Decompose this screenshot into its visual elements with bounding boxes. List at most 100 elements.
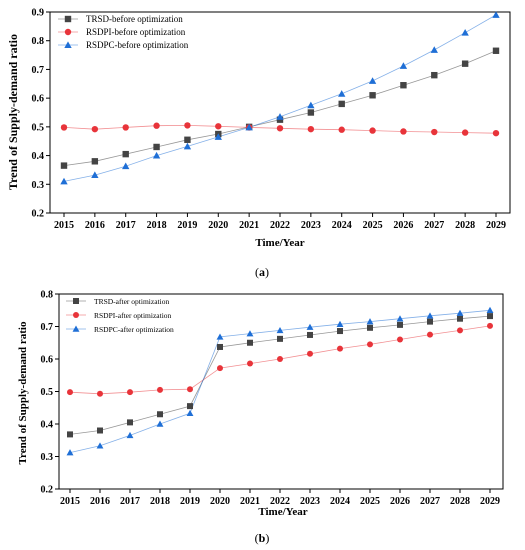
- legend-marker-square: [73, 298, 79, 304]
- data-point-square-a: [400, 82, 407, 89]
- x-tick-label: 2025: [363, 220, 383, 231]
- data-point-circle-b: [427, 331, 433, 338]
- data-point-circle-a: [215, 123, 222, 130]
- legend-label: TRSD-before optimization: [86, 14, 183, 24]
- legend-marker-circle: [64, 28, 72, 36]
- x-tick-label: 2027: [420, 496, 440, 507]
- data-point-square-a: [431, 71, 438, 79]
- data-point-circle-b: [397, 336, 403, 343]
- x-tick-label: 2019: [180, 496, 200, 507]
- data-point-square-a: [122, 150, 129, 158]
- legend-marker-triangle: [72, 325, 80, 332]
- data-point-circle-b: [217, 365, 223, 372]
- data-point-triangle-a: [338, 90, 346, 97]
- y-tick-label: 0.7: [32, 65, 45, 76]
- x-tick-label: 2015: [54, 220, 74, 231]
- legend-marker-triangle: [64, 41, 72, 48]
- data-point-triangle-a: [307, 101, 315, 109]
- data-point-triangle-a: [183, 142, 192, 150]
- panel-letter-b: b: [259, 531, 266, 545]
- data-point-triangle-a: [276, 113, 284, 120]
- data-point-square-a: [461, 60, 469, 67]
- data-point-triangle-b: [66, 449, 74, 456]
- data-point-circle-b: [457, 327, 463, 334]
- data-point-circle-b: [67, 389, 73, 396]
- data-point-triangle-b: [126, 431, 134, 439]
- x-tick-label: 2026: [393, 220, 413, 231]
- data-point-circle-a: [184, 122, 191, 129]
- x-tick-label: 2024: [330, 496, 350, 507]
- panel-label-a: (a): [255, 265, 269, 279]
- legend-label: RSDPI-after optimization: [94, 311, 172, 320]
- data-point-circle-a: [91, 125, 99, 133]
- y-axis-title-b: Trend of Supply-demand ratio: [17, 321, 29, 464]
- y-tick-label: 0.7: [41, 322, 54, 333]
- data-point-triangle-a: [368, 77, 377, 84]
- x-tick-label: 2024: [332, 220, 352, 231]
- axis-ticks-a: 2015 2016 2017 2018 2019 2020 2021 2022 2023 2024…: [32, 8, 507, 232]
- x-tick-label: 2016: [85, 220, 105, 231]
- data-point-triangle-b: [366, 318, 374, 325]
- data-point-circle-a: [338, 126, 345, 133]
- data-point-circle-b: [307, 350, 313, 357]
- data-point-square-a: [91, 158, 99, 165]
- data-point-triangle-b: [306, 323, 314, 330]
- x-tick-label: 2029: [480, 496, 500, 507]
- y-tick-label: 0.4: [41, 420, 54, 431]
- data-point-circle-a: [276, 125, 284, 132]
- x-tick-label: 2028: [455, 220, 475, 231]
- data-point-square-b: [427, 318, 433, 325]
- data-point-triangle-a: [430, 46, 438, 53]
- plot-area-b: [58, 293, 504, 490]
- data-point-circle-a: [307, 125, 315, 133]
- y-tick-label: 0.5: [32, 122, 45, 133]
- y-tick-label: 0.3: [32, 180, 45, 191]
- data-point-square-a: [492, 47, 500, 54]
- legend-label: TRSD-after optimization: [94, 297, 169, 306]
- x-tick-label: 2018: [147, 220, 167, 231]
- data-point-square-b: [67, 431, 73, 438]
- data-point-triangle-a: [122, 162, 130, 170]
- x-tick-label: 2021: [239, 220, 259, 231]
- data-point-triangle-b: [246, 330, 254, 337]
- y-tick-label: 0.5: [41, 387, 54, 398]
- data-point-square-b: [487, 313, 493, 320]
- data-point-circle-a: [122, 124, 129, 131]
- x-tick-label: 2019: [177, 220, 197, 231]
- data-point-triangle-a: [245, 123, 253, 131]
- chart-panel-a: 2015 2016 2017 2018 2019 2020 2021 2022 2023 2024…: [6, 8, 511, 279]
- x-axis-title-a: Time/Year: [255, 237, 304, 249]
- data-point-triangle-b: [216, 333, 224, 340]
- data-point-circle-b: [247, 360, 253, 367]
- data-point-square-a: [184, 136, 191, 143]
- data-point-circle-a: [461, 129, 469, 136]
- data-point-circle-b: [337, 345, 343, 352]
- data-point-square-a: [153, 143, 160, 151]
- x-tick-label: 2027: [424, 220, 444, 231]
- data-point-square-b: [457, 315, 463, 322]
- data-point-square-b: [97, 427, 103, 434]
- y-tick-label: 0.3: [41, 452, 54, 463]
- data-point-triangle-b: [156, 420, 164, 427]
- data-point-square-a: [369, 92, 376, 99]
- x-tick-label: 2015: [60, 496, 80, 507]
- y-tick-label: 0.8: [32, 36, 45, 47]
- panel-letter-a: a: [259, 265, 265, 279]
- data-point-circle-b: [187, 386, 193, 393]
- x-tick-label: 2018: [150, 496, 170, 507]
- data-point-square-b: [247, 339, 253, 346]
- data-point-triangle-a: [152, 151, 161, 159]
- data-point-triangle-a: [60, 177, 68, 185]
- series-line-square-a: [63, 50, 497, 166]
- x-tick-label: 2020: [208, 220, 228, 231]
- x-tick-label: 2028: [450, 496, 470, 507]
- y-tick-label: 0.2: [41, 485, 54, 496]
- x-tick-label: 2025: [360, 496, 380, 507]
- legend-label: RSDPC-after optimization: [94, 325, 174, 334]
- legend-a: TRSD-before optimization RSDPI-before opt…: [58, 14, 189, 50]
- data-point-triangle-b: [186, 409, 194, 417]
- y-tick-label: 0.9: [32, 8, 45, 19]
- y-axis-title-a: Trend of Supply-demand ratio: [6, 34, 20, 190]
- axis-ticks-b: 2015 2016 2017 2018 2019 2020 2021 2022 2023 2024…: [41, 290, 501, 508]
- y-tick-label: 0.4: [32, 151, 45, 162]
